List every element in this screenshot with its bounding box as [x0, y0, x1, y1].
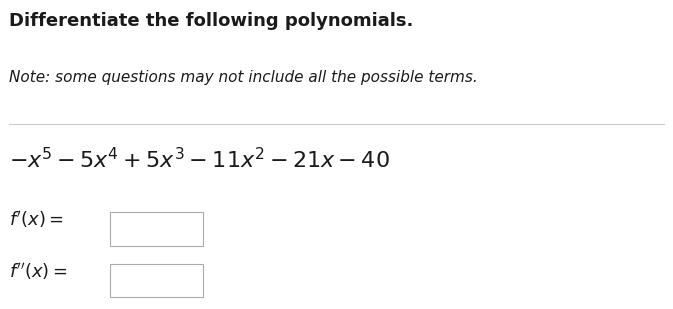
Text: Differentiate the following polynomials.: Differentiate the following polynomials. [9, 12, 414, 30]
Text: $f'(x) =$: $f'(x) =$ [9, 209, 65, 230]
FancyBboxPatch shape [110, 264, 203, 297]
FancyBboxPatch shape [110, 212, 203, 246]
Text: $-x^5 - 5x^4 + 5x^3 - 11x^2 - 21x - 40$: $-x^5 - 5x^4 + 5x^3 - 11x^2 - 21x - 40$ [9, 148, 390, 174]
Text: Note: some questions may not include all the possible terms.: Note: some questions may not include all… [9, 70, 479, 85]
Text: $f''(x) =$: $f''(x) =$ [9, 261, 68, 282]
